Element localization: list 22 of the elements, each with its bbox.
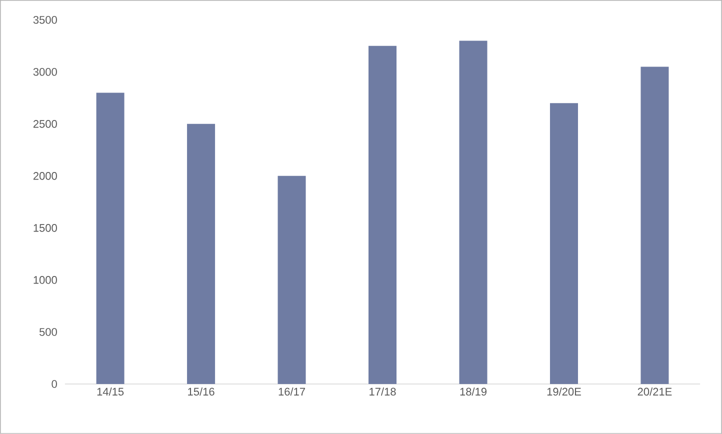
y-tick-label: 1000 (34, 276, 57, 284)
x-tick-label: 19/20E (547, 388, 581, 396)
x-tick-label: 17/18 (370, 388, 396, 396)
bar (96, 92, 124, 384)
y-tick-label: 3000 (33, 68, 57, 76)
bar (640, 66, 669, 384)
y-tick-label: 0 (52, 380, 57, 388)
y-tick-label: 2500 (33, 120, 57, 128)
bar (459, 40, 488, 384)
x-tick-label: 18/19 (460, 388, 486, 396)
y-tick-label: 1500 (34, 224, 57, 232)
bar (278, 176, 306, 384)
x-tick-label: 16/17 (278, 388, 305, 396)
y-tick-label: 500 (39, 328, 57, 336)
y-tick-label: 2000 (33, 172, 57, 180)
x-tick-label: 15/16 (188, 388, 214, 396)
x-tick-label: 14/15 (97, 388, 124, 396)
bar (187, 124, 216, 384)
bar (550, 103, 578, 384)
y-tick-label: 3500 (33, 16, 57, 24)
x-tick-label: 20/21E (638, 388, 672, 396)
bar (368, 46, 397, 384)
